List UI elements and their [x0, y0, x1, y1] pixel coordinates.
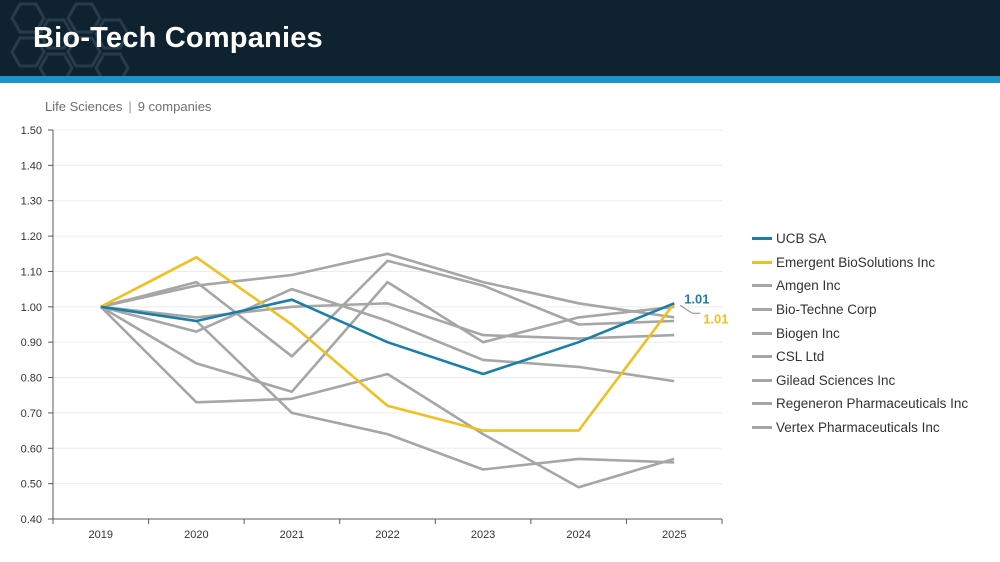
legend-item-bio-techne-corp: Bio-Techne Corp: [752, 298, 968, 322]
header-bar: Bio-Tech Companies: [0, 0, 1000, 76]
y-tick-label: 1.00: [21, 302, 42, 314]
header-accent-stripe: [0, 76, 1000, 83]
series-line-gilead-sciences-inc: [100, 280, 675, 394]
y-tick-label: 0.60: [21, 443, 42, 455]
legend-label: Amgen Inc: [776, 278, 841, 294]
legend-item-amgen-inc: Amgen Inc: [752, 274, 968, 298]
y-tick-label: 1.10: [21, 266, 42, 278]
legend-swatch: [752, 355, 772, 359]
x-tick-label: 2021: [280, 529, 304, 541]
legend-label: CSL Ltd: [776, 349, 825, 365]
legend-swatch: [752, 426, 772, 430]
y-tick-label: 0.70: [21, 408, 42, 420]
legend-item-vertex-pharmaceuticals-inc: Vertex Pharmaceuticals Inc: [752, 416, 968, 440]
legend-swatch: [752, 237, 772, 241]
chart-legend: UCB SA Emergent BioSolutions Inc Amgen Inc…: [752, 227, 968, 439]
series-line-regeneron-pharmaceuticals-inc: [99, 305, 675, 489]
category-label: Life Sciences: [45, 99, 123, 114]
series-line-emergent-biosolutions-inc: [100, 255, 676, 432]
legend-swatch: [752, 331, 772, 335]
legend-item-gilead-sciences-inc: Gilead Sciences Inc: [752, 369, 968, 393]
y-tick-label: 0.90: [21, 337, 42, 349]
legend-item-regeneron-pharmaceuticals-inc: Regeneron Pharmaceuticals Inc: [752, 392, 968, 416]
legend-swatch: [752, 308, 772, 312]
legend-item-emergent-biosolutions-inc: Emergent BioSolutions Inc: [752, 251, 968, 275]
legend-label: Regeneron Pharmaceuticals Inc: [776, 396, 969, 412]
y-tick-label: 0.50: [21, 479, 42, 491]
legend-swatch: [752, 284, 772, 288]
series-line-bio-techne-corp: [100, 259, 675, 358]
series-line-vertex-pharmaceuticals-inc: [100, 305, 675, 471]
legend-label: Bio-Techne Corp: [776, 302, 877, 318]
y-tick-label: 1.30: [21, 196, 42, 208]
y-tick-label: 1.20: [21, 231, 42, 243]
legend-item-biogen-inc: Biogen Inc: [752, 321, 968, 345]
legend-label: Vertex Pharmaceuticals Inc: [776, 420, 940, 436]
series-line-ucb-sa: [100, 298, 675, 376]
legend-label: Biogen Inc: [776, 325, 840, 341]
chart-subtitle: Life Sciences | 9 companies: [45, 99, 211, 114]
y-tick-label: 0.80: [21, 373, 42, 385]
data-label-emergent: 1.01: [703, 311, 728, 326]
legend-swatch: [752, 260, 772, 264]
hexagon-pattern-icon: [10, 2, 130, 76]
subtitle-separator: |: [128, 99, 132, 114]
data-label-leader-line: [679, 304, 701, 314]
x-tick-label: 2019: [89, 529, 113, 541]
legend-label: Emergent BioSolutions Inc: [776, 254, 936, 270]
company-count: 9 companies: [137, 99, 212, 114]
data-label-ucb: 1.01: [684, 291, 709, 306]
page-title: Bio-Tech Companies: [33, 22, 323, 54]
legend-swatch: [752, 402, 772, 406]
x-tick-label: 2023: [471, 529, 495, 541]
x-tick-label: 2024: [566, 529, 590, 541]
series-line-biogen-inc: [100, 301, 675, 340]
x-tick-label: 2020: [184, 529, 208, 541]
x-tick-label: 2022: [375, 529, 399, 541]
series-line-amgen-inc: [100, 252, 675, 319]
y-tick-label: 1.50: [21, 125, 42, 137]
y-tick-label: 0.40: [21, 514, 42, 526]
legend-item-csl-ltd: CSL Ltd: [752, 345, 968, 369]
x-tick-label: 2025: [662, 529, 686, 541]
series-line-csl-ltd: [100, 287, 675, 383]
legend-swatch: [752, 378, 772, 382]
legend-label: UCB SA: [776, 231, 827, 247]
y-tick-label: 1.40: [21, 160, 42, 172]
legend-item-ucb-sa: UCB SA: [752, 227, 968, 251]
legend-label: Gilead Sciences Inc: [776, 372, 896, 388]
